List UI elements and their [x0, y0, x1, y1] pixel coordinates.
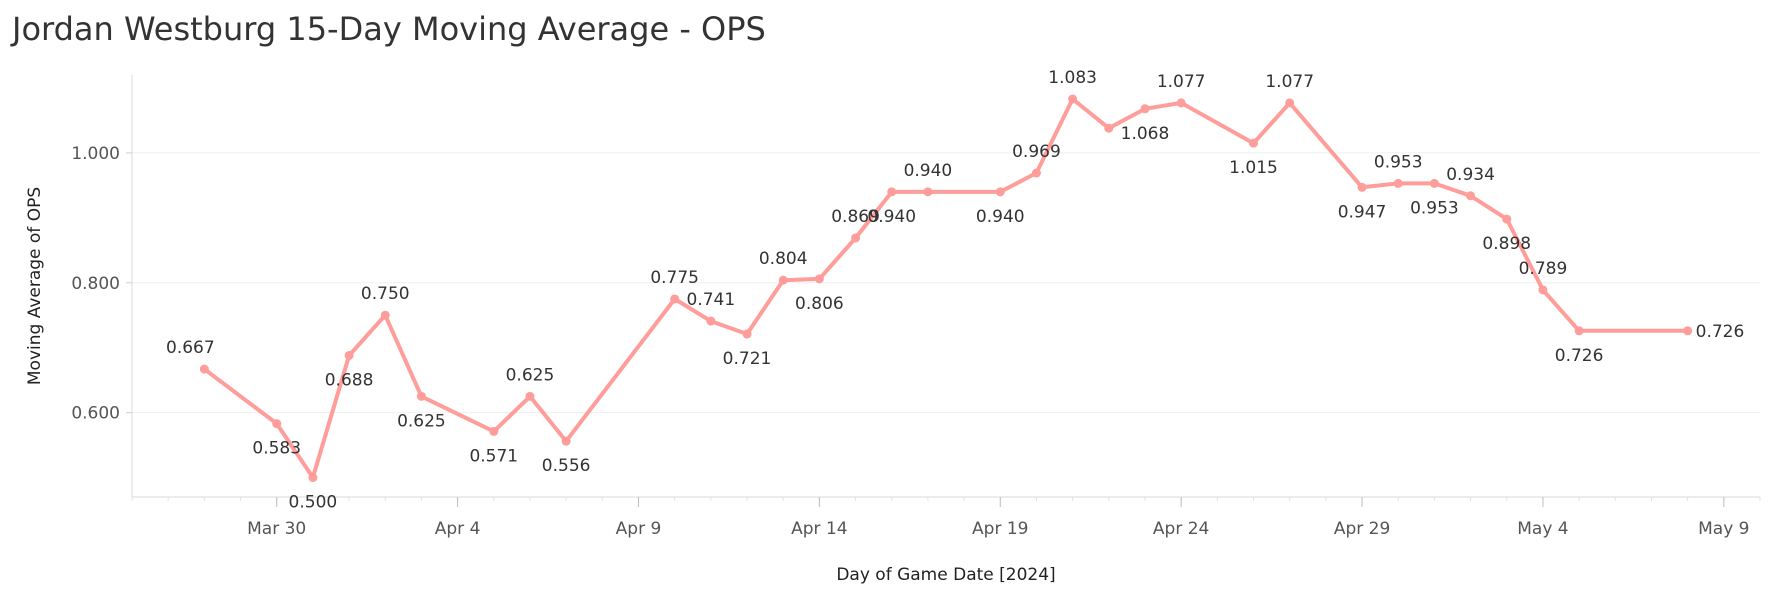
data-label: 0.806	[795, 294, 844, 314]
data-point[interactable]	[1574, 326, 1584, 336]
y-tick-label: 0.600	[71, 404, 120, 424]
data-point[interactable]	[1104, 123, 1114, 133]
data-point[interactable]	[1176, 98, 1186, 108]
data-point[interactable]	[1031, 168, 1041, 178]
data-point[interactable]	[1357, 182, 1367, 192]
data-label: 0.947	[1338, 202, 1387, 222]
x-tick-label: Mar 30	[247, 519, 306, 539]
data-point[interactable]	[561, 436, 571, 446]
data-label: 0.804	[759, 249, 808, 269]
data-labels: 0.667 0.583 0.500 0.688 0.750 0.625 0.571 0.625…	[166, 68, 1744, 513]
data-label: 0.667	[166, 338, 215, 358]
data-point[interactable]	[199, 364, 209, 374]
data-label: 1.077	[1265, 72, 1314, 92]
data-point[interactable]	[272, 419, 282, 429]
data-point[interactable]	[923, 187, 933, 197]
data-label: 1.068	[1121, 124, 1170, 144]
gridlines	[132, 152, 1760, 414]
data-point[interactable]	[670, 294, 680, 304]
data-label: 0.789	[1519, 259, 1568, 279]
data-label: 0.934	[1446, 165, 1495, 185]
data-point[interactable]	[1538, 285, 1548, 295]
data-label: 0.741	[687, 290, 736, 310]
data-label: 0.726	[1696, 322, 1745, 342]
x-tick-label: Apr 9	[616, 519, 662, 539]
data-label: 0.940	[867, 207, 916, 227]
x-tick-label: Apr 14	[791, 519, 847, 539]
y-tick-label: 1.000	[71, 144, 120, 164]
data-label: 1.083	[1048, 68, 1097, 88]
data-point[interactable]	[1393, 178, 1403, 188]
x-ticks: Mar 30 Apr 4 Apr 9 Apr 14 Apr 19 Apr 24 Apr 29…	[131, 497, 1761, 539]
data-point[interactable]	[851, 233, 861, 243]
data-points	[199, 94, 1693, 483]
data-label: 0.969	[1012, 142, 1061, 162]
data-point[interactable]	[814, 274, 824, 284]
data-label: 0.688	[325, 370, 374, 390]
chart-title: Jordan Westburg 15-Day Moving Average - …	[12, 10, 766, 48]
data-label: 0.953	[1374, 152, 1423, 172]
data-point[interactable]	[742, 329, 752, 339]
data-point[interactable]	[1466, 191, 1476, 201]
data-label: 0.898	[1482, 234, 1531, 254]
data-label: 1.015	[1229, 158, 1278, 178]
data-point[interactable]	[887, 187, 897, 197]
data-point[interactable]	[995, 187, 1005, 197]
data-label: 0.726	[1555, 346, 1604, 366]
data-label: 0.571	[469, 446, 518, 466]
y-tick-label: 0.800	[71, 274, 120, 294]
data-label: 0.750	[361, 284, 410, 304]
data-point[interactable]	[778, 275, 788, 285]
data-point[interactable]	[1683, 326, 1693, 336]
data-label: 0.775	[650, 268, 699, 288]
data-label: 0.625	[397, 411, 446, 431]
data-label: 0.953	[1410, 198, 1459, 218]
data-label: 0.940	[904, 161, 953, 181]
x-tick-label: May 9	[1698, 519, 1749, 539]
x-tick-label: Apr 24	[1153, 519, 1209, 539]
data-point[interactable]	[1285, 98, 1295, 108]
data-label: 0.500	[289, 493, 338, 513]
data-point[interactable]	[1249, 138, 1259, 148]
data-label: 0.940	[976, 207, 1025, 227]
x-axis-title: Day of Game Date [2024]	[836, 565, 1055, 585]
data-label: 0.625	[506, 365, 555, 385]
data-point[interactable]	[706, 316, 716, 326]
data-point[interactable]	[1140, 104, 1150, 114]
data-point[interactable]	[1068, 94, 1078, 104]
data-label: 0.583	[252, 439, 301, 459]
x-tick-label: Apr 4	[435, 519, 481, 539]
data-point[interactable]	[489, 426, 499, 436]
x-tick-label: May 4	[1517, 519, 1568, 539]
y-ticks: 0.600 0.800 1.000	[71, 144, 132, 424]
data-point[interactable]	[1502, 214, 1512, 224]
data-point[interactable]	[308, 473, 318, 483]
data-label: 1.077	[1157, 72, 1206, 92]
data-label: 0.721	[723, 349, 772, 369]
data-point[interactable]	[1429, 178, 1439, 188]
y-axis-title: Moving Average of OPS	[25, 187, 45, 385]
axes	[131, 75, 1760, 498]
x-tick-label: Apr 29	[1334, 519, 1390, 539]
data-point[interactable]	[344, 350, 354, 360]
data-point[interactable]	[416, 391, 426, 401]
data-point[interactable]	[525, 391, 535, 401]
data-point[interactable]	[380, 310, 390, 320]
data-label: 0.556	[542, 456, 591, 476]
x-tick-label: Apr 19	[972, 519, 1028, 539]
data-label: 0.869	[831, 207, 880, 227]
